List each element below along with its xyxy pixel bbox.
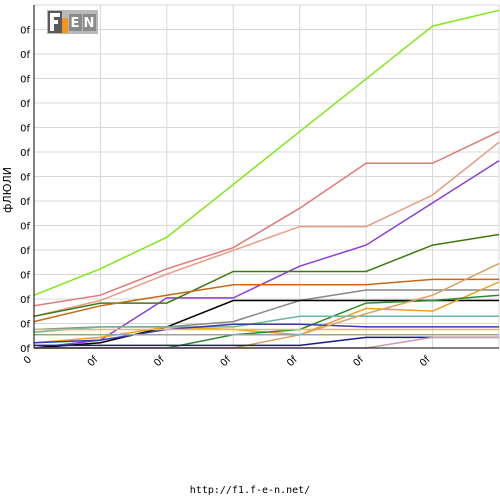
y-axis-label: фЛЮЛИ	[1, 167, 14, 213]
y-tick-label: 0f	[20, 271, 30, 282]
f1en-logo: E N	[47, 10, 98, 34]
svg-text:N: N	[84, 16, 95, 31]
x-tick-label: 0f	[86, 354, 101, 369]
series-line-4	[33, 160, 500, 349]
series-line-2	[33, 130, 500, 307]
series-line-1	[33, 9, 500, 296]
x-tick-label: 0f	[351, 354, 366, 369]
x-tick-label: 0	[22, 354, 34, 366]
svg-text:E: E	[71, 16, 80, 31]
series-line-6	[33, 278, 499, 323]
y-tick-label: 0f	[20, 50, 30, 61]
series-line-5	[33, 233, 500, 318]
x-tick-labels: 0 0f 0f 0f 0f 0f 0f	[22, 354, 433, 369]
y-tick-label: 0f	[20, 222, 30, 233]
y-tick-label: 0f	[20, 124, 30, 135]
series-line-11	[33, 315, 499, 333]
series-line-12	[33, 323, 499, 344]
y-tick-label: 0f	[20, 344, 30, 355]
y-tick-label: 0f	[20, 197, 30, 208]
y-tick-label: 0f	[20, 295, 30, 306]
x-tick-label: 0f	[152, 354, 167, 369]
x-tick-label: 0f	[418, 354, 433, 369]
y-tick-label: 0f	[20, 99, 30, 110]
footer-url[interactable]: http://f1.f-e-n.net/	[189, 485, 311, 496]
x-tick-label: 0f	[285, 354, 300, 369]
series-line-16	[34, 336, 499, 347]
y-tick-label: 0f	[20, 75, 30, 86]
y-tick-label: 0f	[20, 148, 30, 159]
y-tick-label: 0f	[20, 173, 30, 184]
axes	[33, 5, 499, 349]
x-tick-label: 0f	[219, 354, 234, 369]
y-tick-label: 0f	[20, 320, 30, 331]
y-tick-label: 0f	[20, 26, 30, 37]
y-tick-label: 0f	[20, 246, 30, 257]
grid	[33, 4, 500, 349]
y-tick-labels: 0f 0f 0f 0f 0f 0f 0f 0f 0f 0f 0f 0f 0f 0f	[20, 26, 30, 356]
series-line-3	[33, 141, 500, 318]
series-line-9	[33, 281, 500, 344]
series-layer	[33, 9, 500, 349]
